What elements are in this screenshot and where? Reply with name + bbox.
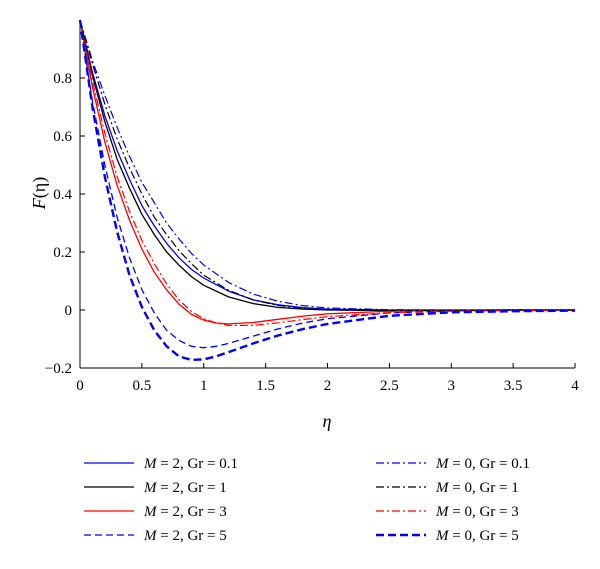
x-tick-label: 3	[448, 378, 456, 394]
legend-label-6: M = 0, Gr = 1	[435, 480, 519, 496]
legend-label-var: M	[435, 528, 450, 544]
legend: M = 2, Gr = 0.1M = 2, Gr = 1M = 2, Gr = …	[84, 456, 530, 544]
y-tick-label: 0.4	[53, 187, 72, 203]
series-line-3	[79, 19, 575, 325]
y-tick-label: 0.2	[53, 245, 72, 261]
legend-label-5: M = 0, Gr = 0.1	[435, 456, 530, 472]
x-axis-ticks: 0 0.5 1 1.5 2 2.5 3 3.5 4	[76, 363, 579, 394]
legend-label-rest: = 2, Gr = 0.1	[157, 456, 239, 472]
legend-label-8: M = 0, Gr = 5	[435, 528, 519, 544]
legend-label-var: M	[143, 528, 158, 544]
series-line-4	[79, 19, 575, 349]
legend-label-var: M	[143, 504, 158, 520]
x-tick-label: 1	[200, 378, 208, 394]
x-tick-label: 0	[76, 378, 84, 394]
legend-label-4: M = 2, Gr = 5	[143, 528, 227, 544]
legend-label-var: M	[435, 480, 450, 496]
y-axis-ticks: −0.2 0 0.2 0.4 0.6 0.8	[45, 71, 85, 377]
y-tick-label: 0.8	[53, 71, 72, 87]
x-tick-label: 2	[324, 378, 332, 394]
legend-label-rest: = 0, Gr = 5	[449, 528, 519, 544]
y-axis-label: F(η)	[29, 177, 50, 210]
series-line-2	[79, 19, 575, 312]
legend-label-rest: = 0, Gr = 0.1	[449, 456, 531, 472]
x-tick-label: 3.5	[504, 378, 523, 394]
legend-label-1: M = 2, Gr = 0.1	[143, 456, 238, 472]
series-line-7	[79, 19, 576, 326]
series-line-6	[79, 19, 575, 312]
y-tick-label: 0.6	[53, 129, 72, 145]
legend-label-var: M	[435, 504, 450, 520]
y-tick-label: 0	[65, 303, 73, 319]
axes	[79, 20, 575, 369]
legend-label-rest: = 0, Gr = 1	[449, 480, 519, 496]
legend-label-rest: = 2, Gr = 5	[157, 528, 227, 544]
x-tick-label: 1.5	[256, 378, 275, 394]
legend-label-rest: = 0, Gr = 3	[449, 504, 519, 520]
legend-label-var: M	[435, 456, 450, 472]
x-axis-label: η	[323, 411, 332, 431]
y-axis-label-main: F	[29, 197, 49, 210]
legend-label-var: M	[143, 480, 158, 496]
y-axis-label-arg: (η)	[29, 177, 50, 198]
legend-label-7: M = 0, Gr = 3	[435, 504, 519, 520]
series-lines	[78, 19, 576, 362]
legend-label-rest: = 2, Gr = 1	[157, 480, 227, 496]
series-line-8	[78, 19, 576, 362]
legend-label-3: M = 2, Gr = 3	[143, 504, 227, 520]
series-line-5	[79, 19, 575, 311]
y-tick-label: −0.2	[45, 361, 72, 377]
legend-label-rest: = 2, Gr = 3	[157, 504, 227, 520]
x-tick-label: 0.5	[133, 378, 152, 394]
series-line-1	[79, 19, 575, 311]
legend-label-var: M	[143, 456, 158, 472]
legend-label-2: M = 2, Gr = 1	[143, 480, 227, 496]
x-tick-label: 4	[571, 378, 579, 394]
x-tick-label: 2.5	[380, 378, 399, 394]
